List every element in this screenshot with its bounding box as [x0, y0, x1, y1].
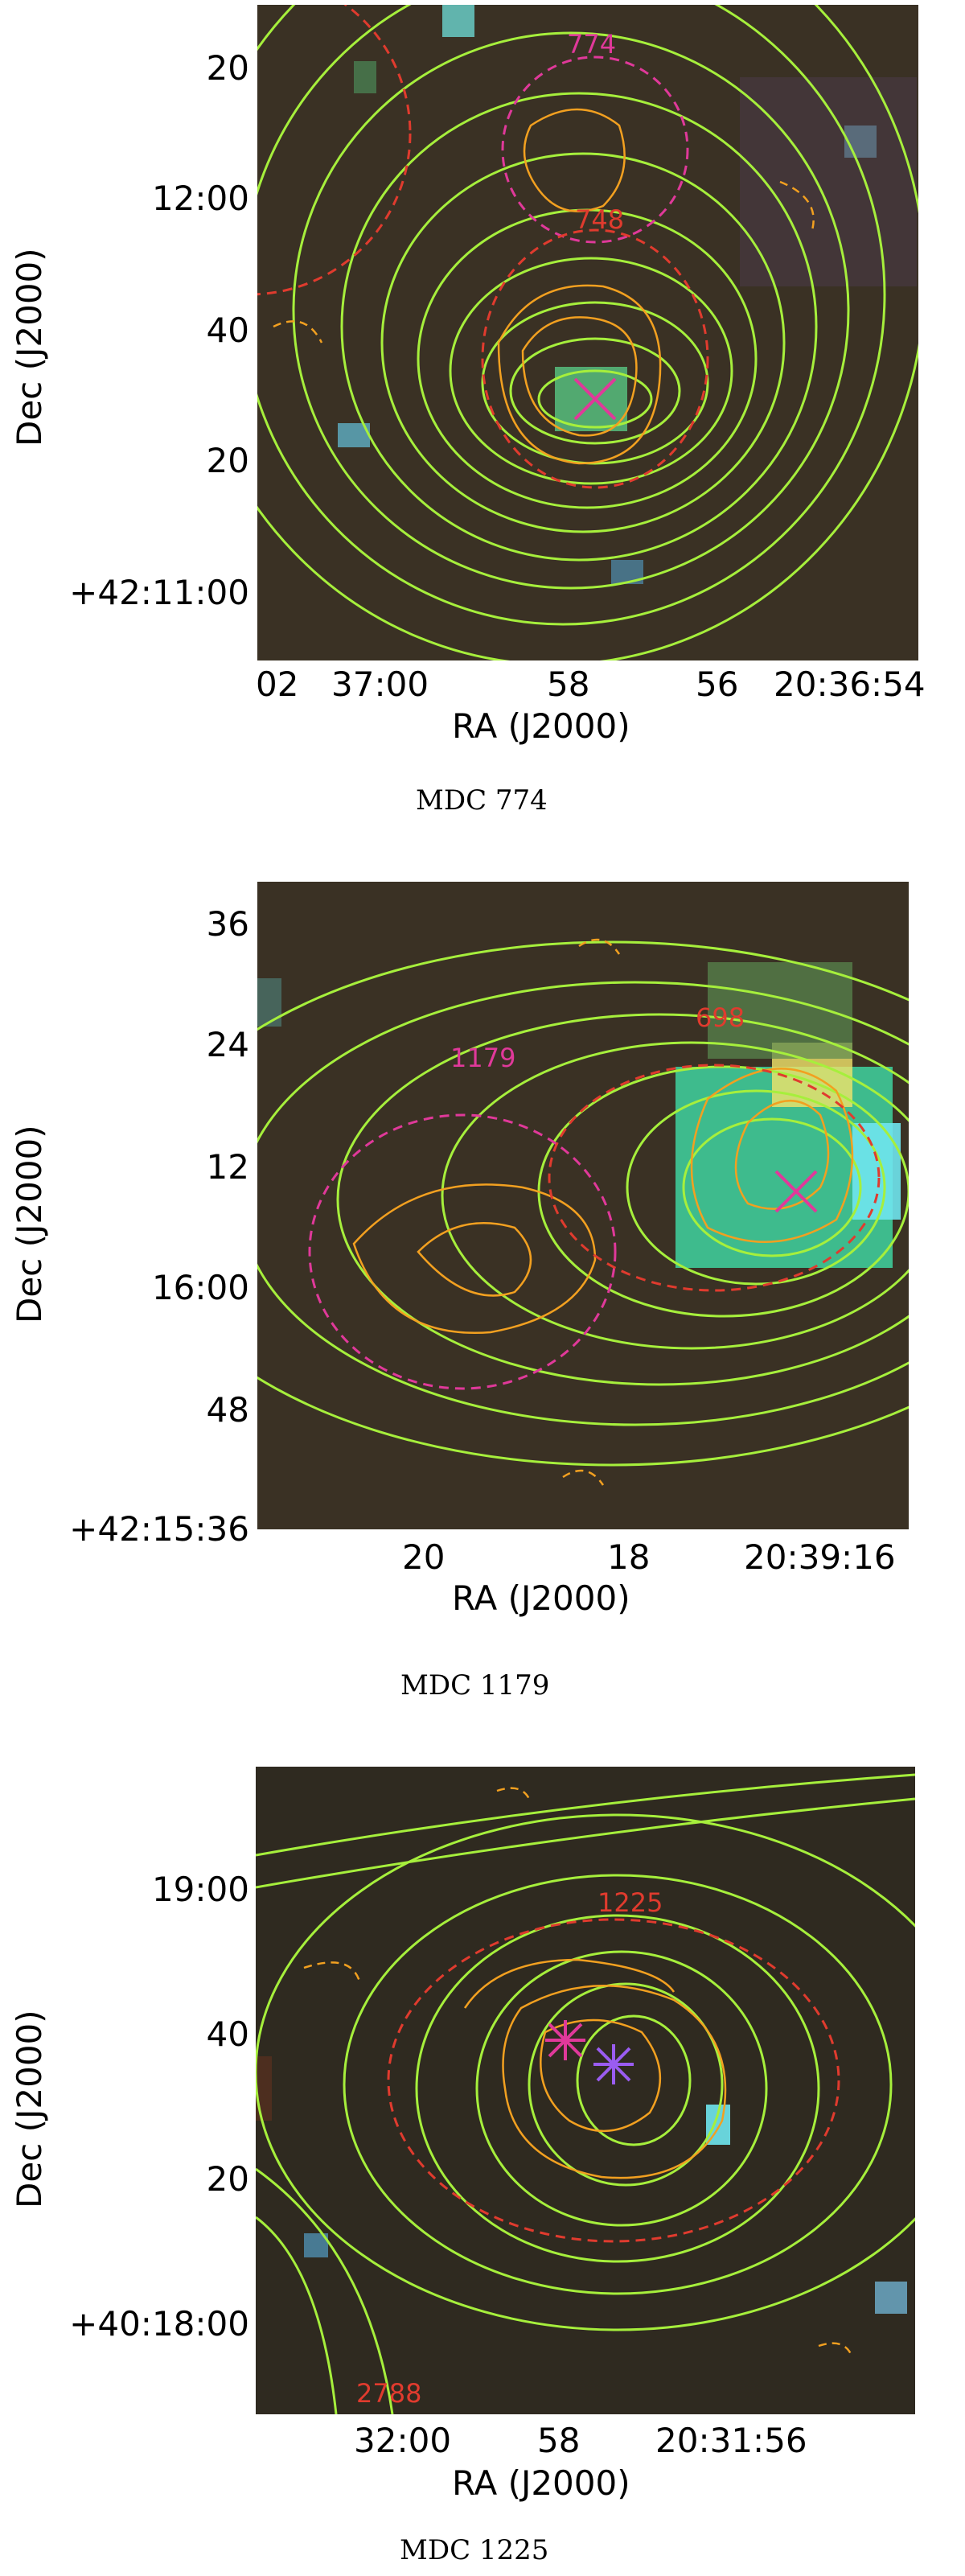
- dec-axis-title: Dec (J2000): [10, 1125, 49, 1323]
- sky-image-1179: 1179 698: [257, 882, 909, 1529]
- ra-tick: 20:36:54: [774, 665, 926, 704]
- ra-tick: 58: [547, 665, 590, 704]
- dec-axis-title: Dec (J2000): [10, 2010, 49, 2208]
- sky-image-774: 774 748: [257, 5, 918, 660]
- dec-tick: 20: [206, 2159, 249, 2199]
- dec-tick: 48: [206, 1390, 249, 1430]
- ra-axis-title: RA (J2000): [452, 2463, 630, 2503]
- caption-mdc-1225: MDC 1225: [400, 2534, 549, 2566]
- ra-tick: 02: [256, 665, 299, 704]
- dec-tick: 12:00: [151, 179, 249, 218]
- dec-tick: +42:11:00: [69, 573, 249, 612]
- caption-mdc-774: MDC 774: [416, 784, 548, 817]
- ra-tick: 56: [696, 665, 739, 704]
- caption-mdc-1179: MDC 1179: [400, 1669, 550, 1702]
- panel-mdc-774: 774 748 20 12:00 40 20 +42:11:00 Dec (J2…: [0, 0, 965, 829]
- source-label-2788: 2788: [356, 2378, 421, 2409]
- dec-tick: +42:15:36: [69, 1509, 249, 1549]
- dec-tick: 16:00: [151, 1268, 249, 1307]
- ra-tick: 32:00: [354, 2421, 452, 2460]
- ra-tick: 20: [402, 1537, 446, 1577]
- dec-tick: 24: [206, 1025, 249, 1064]
- dec-tick: 12: [206, 1147, 249, 1187]
- dec-tick: 40: [206, 311, 249, 350]
- source-label-774: 774: [567, 29, 616, 60]
- dec-tick: 20: [206, 48, 249, 88]
- dec-tick: 40: [206, 2014, 249, 2054]
- dec-tick: 36: [206, 904, 249, 944]
- ra-tick: 58: [537, 2421, 581, 2460]
- dec-axis-title: Dec (J2000): [10, 248, 49, 446]
- source-label-1179: 1179: [450, 1043, 515, 1073]
- dec-tick: 19:00: [151, 1870, 249, 1909]
- ra-tick: 20:39:16: [744, 1537, 896, 1577]
- source-label-698: 698: [696, 1002, 745, 1033]
- ra-tick: 18: [607, 1537, 651, 1577]
- panel-mdc-1179: 1179 698 36 24 12 16:00 48 +42:15:36 Dec…: [0, 877, 965, 1722]
- ra-tick: 20:31:56: [655, 2421, 807, 2460]
- ra-axis-title: RA (J2000): [452, 706, 630, 746]
- source-label-1225: 1225: [597, 1887, 663, 1918]
- source-label-748: 748: [575, 204, 624, 235]
- ra-tick: 37:00: [331, 665, 429, 704]
- panel-mdc-1225: 1225 2788 19:00 40 20 +40:18:00 Dec (J20…: [0, 1762, 965, 2576]
- dec-tick: +40:18:00: [69, 2304, 249, 2344]
- sky-image-1225: 1225 2788: [256, 1767, 915, 2414]
- dec-tick: 20: [206, 441, 249, 480]
- ra-axis-title: RA (J2000): [452, 1578, 630, 1618]
